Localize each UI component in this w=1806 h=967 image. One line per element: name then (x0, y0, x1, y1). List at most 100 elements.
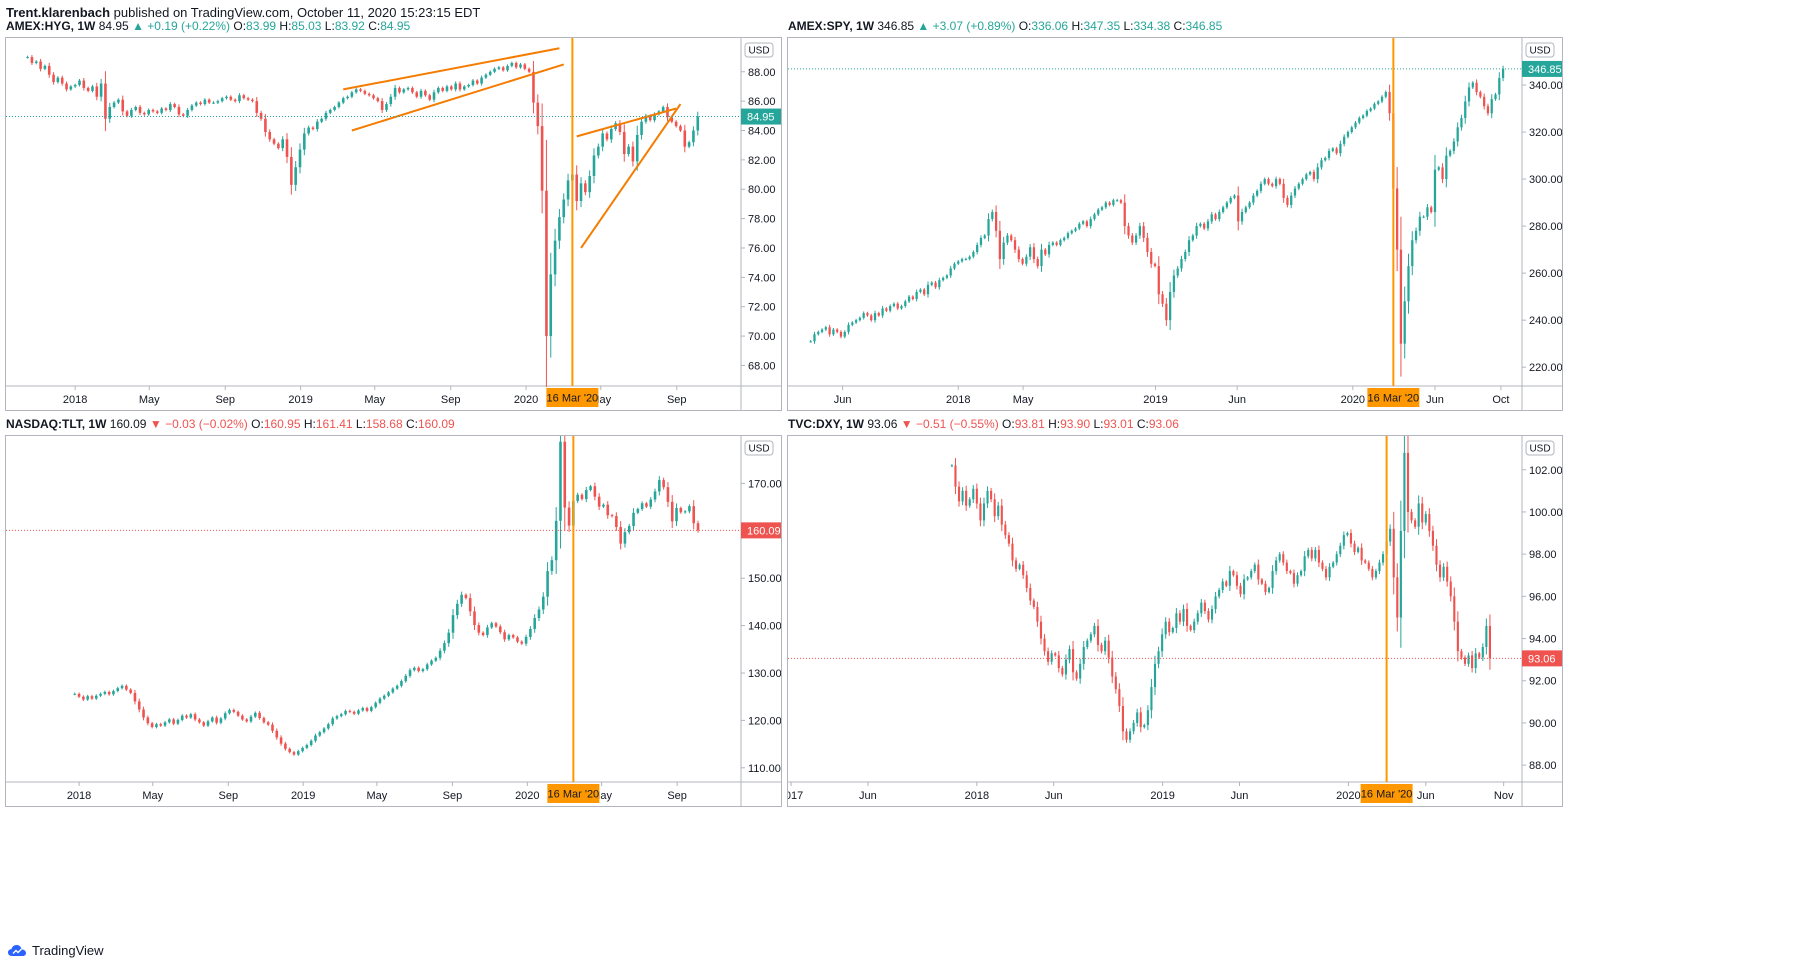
candle (592, 148, 596, 184)
candle (1350, 125, 1353, 134)
trendline[interactable] (351, 63, 565, 132)
candle (1335, 146, 1338, 155)
x-tick-label: Sep (215, 394, 235, 406)
legend-dxy: TVC:DXY, 1W 93.06 ▼ −0.51 (−0.55%) O:93.… (788, 415, 1179, 433)
candle (997, 501, 1000, 520)
chart-pane-hyg[interactable]: 68.00 70.00 72.00 74.00 76.00 78.00 80.00 82.00… (5, 37, 782, 411)
footer-brand[interactable]: TradingView (8, 940, 104, 962)
candle (335, 714, 339, 720)
y-tick-label: 260.00 (1529, 268, 1562, 280)
candle (1131, 233, 1134, 246)
currency-badge[interactable]: USD (1525, 42, 1555, 58)
candle (670, 495, 674, 529)
legend-change: +0.19 (+0.22%) (147, 19, 231, 33)
candle (361, 706, 365, 712)
candle (372, 93, 375, 100)
candle (1335, 551, 1338, 566)
candle (1097, 208, 1100, 216)
candle (549, 252, 553, 358)
candle (1343, 134, 1346, 147)
x-tick-label: May (364, 394, 385, 406)
candle (1093, 622, 1096, 638)
candle (255, 97, 259, 117)
chart-pane-spy[interactable]: 220.00 240.00 260.00 280.00 300.00 320.00 340.… (787, 37, 1563, 411)
candle (623, 528, 627, 548)
chart-svg-dxy[interactable]: 88.00 90.00 92.00 94.00 96.00 98.00 100.00 102.… (788, 436, 1562, 806)
trendline[interactable] (580, 103, 682, 249)
candle (1089, 632, 1092, 643)
candle (923, 287, 926, 296)
candle (979, 235, 983, 248)
candle (1471, 81, 1474, 90)
candle (1104, 200, 1107, 209)
candle (696, 111, 700, 136)
candle (675, 503, 678, 526)
candle (1481, 643, 1484, 662)
chart-svg-tlt[interactable]: 110.00120.00130.00140.00150.00160.00170.… (6, 436, 781, 806)
candle (843, 330, 846, 339)
candle (52, 72, 55, 85)
candle (86, 694, 89, 701)
candle (398, 86, 401, 94)
trendline[interactable] (343, 47, 560, 91)
candle (1161, 291, 1164, 307)
chart-pane-dxy[interactable]: 88.00 90.00 92.00 94.00 96.00 98.00 100.00 102.… (787, 435, 1563, 807)
candle (1286, 195, 1289, 208)
candle (904, 299, 907, 308)
candle (408, 668, 412, 678)
candle (468, 593, 472, 617)
chart-pane-tlt[interactable]: 110.00120.00130.00140.00150.00160.00170.… (5, 435, 782, 807)
candle (324, 110, 328, 121)
chart-svg-spy[interactable]: 220.00 240.00 260.00 280.00 300.00 320.00 340.… (788, 38, 1562, 410)
x-tick-label: 2020 (1341, 394, 1365, 406)
candle (994, 205, 998, 238)
candle (1200, 598, 1203, 617)
candle (1203, 599, 1206, 615)
candle (1399, 216, 1403, 377)
candle (202, 720, 206, 727)
chart-svg-hyg[interactable]: 68.00 70.00 72.00 74.00 76.00 78.00 80.00 82.00… (6, 38, 781, 410)
legend-o-value: 83.99 (246, 19, 277, 33)
candle (889, 304, 892, 313)
candle (1207, 608, 1210, 623)
author-name[interactable]: Trent.klarenbach (6, 5, 111, 20)
candle (919, 288, 922, 294)
currency-label: USD (1529, 46, 1550, 57)
x-tick-label: May (139, 394, 160, 406)
candle (972, 250, 975, 259)
candle (393, 84, 397, 100)
candle (438, 648, 442, 661)
y-tick-label: 84.00 (748, 126, 776, 138)
currency-badge[interactable]: USD (744, 42, 774, 58)
currency-badge[interactable]: USD (744, 440, 774, 456)
y-tick-label: 68.00 (748, 360, 776, 372)
candle (809, 339, 812, 343)
candle (292, 750, 296, 756)
candle (1143, 723, 1146, 729)
candle (1426, 204, 1429, 220)
candle (1421, 496, 1424, 530)
candle (877, 311, 880, 317)
candle (926, 281, 930, 298)
trendline[interactable] (576, 107, 677, 138)
candle (631, 141, 635, 167)
candle (566, 173, 570, 207)
candle (216, 99, 220, 104)
candle (644, 113, 648, 124)
candle (1081, 220, 1085, 226)
candle (1403, 436, 1406, 559)
legend-direction-icon: ▲ (917, 19, 930, 33)
candle (1256, 189, 1259, 198)
candle (494, 621, 498, 628)
candle (688, 504, 691, 514)
currency-badge[interactable]: USD (1525, 440, 1555, 456)
y-tick-label: 72.00 (748, 302, 776, 314)
candle (1267, 177, 1270, 186)
candle (1453, 587, 1456, 631)
candle (232, 708, 236, 714)
candle (1381, 551, 1385, 566)
candle (1235, 571, 1239, 590)
candle (236, 710, 240, 718)
candle (866, 311, 869, 317)
candle (1114, 672, 1117, 694)
